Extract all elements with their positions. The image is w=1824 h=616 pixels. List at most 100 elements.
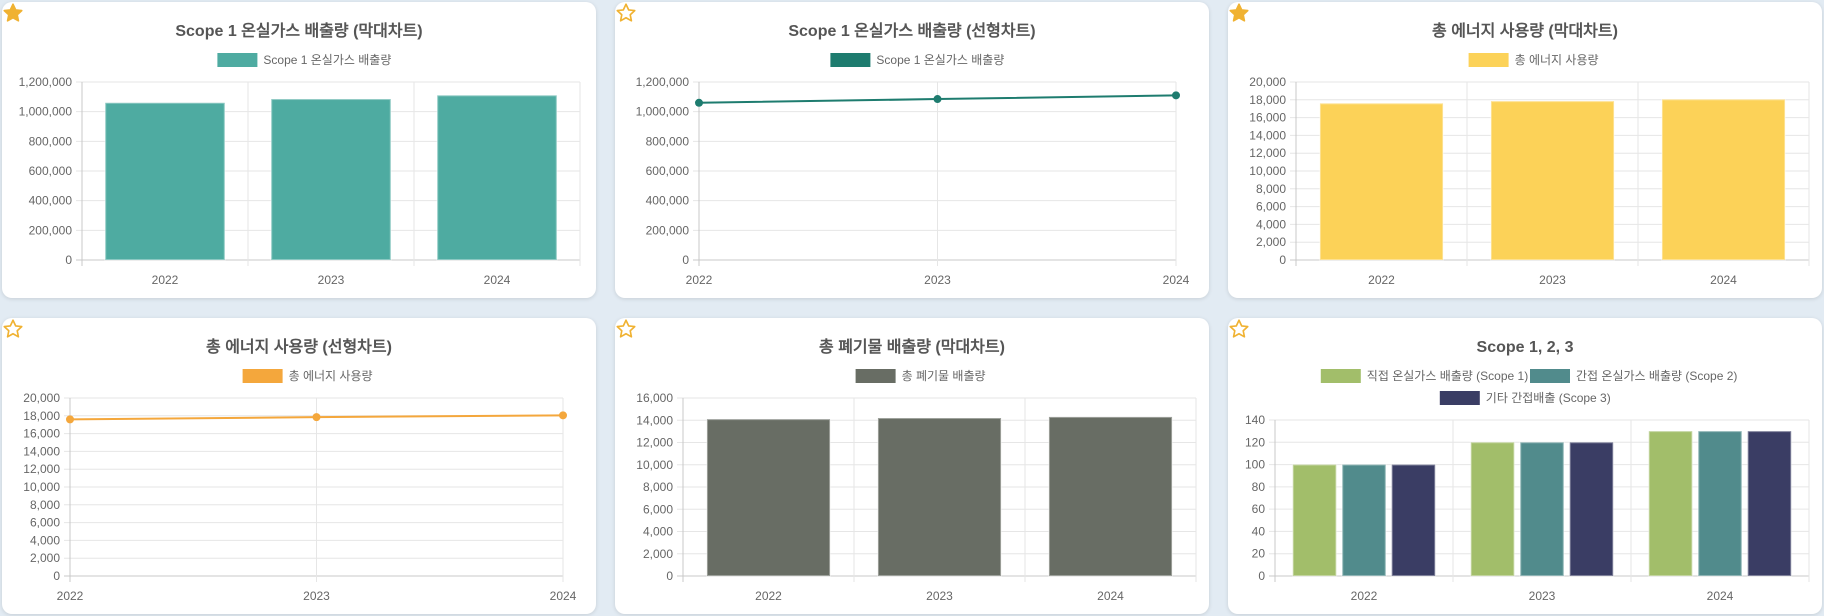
legend-label: 기타 간접배출 (Scope 3) [1486, 391, 1611, 405]
y-tick-label: 800,000 [646, 134, 690, 148]
legend-swatch [242, 369, 283, 383]
data-point [66, 415, 74, 424]
chart-title: Scope 1 온실가스 배출량 (선형차트) [788, 21, 1035, 40]
data-point [1172, 91, 1180, 100]
y-tick-label: 1,200,000 [636, 75, 690, 89]
y-tick-label: 6,000 [30, 516, 60, 530]
bar [1746, 430, 1793, 578]
y-tick-label: 40 [1252, 524, 1266, 538]
y-tick-label: 14,000 [1249, 128, 1286, 142]
y-tick-label: 600,000 [646, 164, 690, 178]
x-tick-label: 2024 [1097, 589, 1124, 603]
y-tick-label: 600,000 [29, 164, 73, 178]
x-tick-label: 2023 [318, 273, 345, 287]
bar [270, 98, 392, 261]
y-tick-label: 800,000 [29, 134, 73, 148]
x-tick-label: 2023 [1539, 273, 1566, 287]
x-tick-label: 2022 [1368, 273, 1395, 287]
y-tick-label: 6,000 [1256, 200, 1286, 214]
legend-label: 총 에너지 사용량 [289, 369, 373, 383]
bar [1390, 463, 1437, 577]
bar [436, 94, 558, 261]
legend-swatch [217, 53, 258, 67]
y-tick-label: 16,000 [23, 427, 60, 441]
x-tick-label: 2023 [1529, 589, 1556, 603]
y-tick-label: 0 [53, 569, 60, 583]
y-tick-label: 0 [1258, 569, 1265, 583]
bar [1519, 441, 1565, 577]
y-tick-label: 140 [1245, 413, 1265, 427]
y-tick-label: 12,000 [1249, 146, 1286, 160]
bar [1660, 98, 1787, 262]
y-tick-label: 10,000 [23, 480, 60, 494]
x-tick-label: 2022 [152, 273, 179, 287]
y-tick-label: 20 [1252, 547, 1266, 561]
y-tick-label: 6,000 [643, 502, 673, 516]
data-point [933, 95, 942, 104]
chart-card-scope123-bar: Scope 1, 2, 3 직접 온실가스 배출량 (Scope 1) 간접 온실가… [1228, 318, 1822, 614]
legend-label: 총 에너지 사용량 [1515, 53, 1599, 67]
chart-energy-bar: 총 에너지 사용량 (막대차트) 총 에너지 사용량 0 2,000 4,000 6,00… [1249, 21, 1810, 287]
legend-swatch [1530, 369, 1570, 383]
y-tick-label: 8,000 [30, 498, 60, 512]
y-tick-label: 12,000 [636, 436, 673, 450]
y-tick-label: 18,000 [1249, 93, 1286, 107]
data-point [695, 98, 703, 107]
y-tick-label: 120 [1245, 435, 1265, 449]
chart-card-energy-line: 총 에너지 사용량 (선형차트) 총 에너지 사용량 0 2,000 4,000 6,00… [2, 318, 596, 614]
legend-swatch [1320, 369, 1361, 383]
y-tick-label: 12,000 [23, 462, 60, 476]
bar [1318, 102, 1445, 261]
favorite-star-icon[interactable] [1228, 318, 1250, 340]
bar [705, 418, 832, 577]
y-tick-label: 10,000 [636, 458, 673, 472]
legend-label: Scope 1 온실가스 배출량 [263, 53, 391, 67]
legend-swatch [1439, 391, 1480, 405]
y-tick-label: 100 [1245, 458, 1265, 472]
y-tick-label: 4,000 [643, 525, 673, 539]
data-point [559, 411, 567, 420]
y-tick-label: 0 [65, 253, 72, 267]
favorite-star-icon[interactable] [615, 318, 637, 340]
data-point [312, 413, 321, 422]
y-tick-label: 1,200,000 [19, 75, 73, 89]
chart-title: 총 폐기물 배출량 (막대차트) [819, 337, 1005, 356]
x-tick-label: 2023 [924, 273, 951, 287]
bar [1489, 100, 1616, 262]
chart-scope123-bar: Scope 1, 2, 3 직접 온실가스 배출량 (Scope 1) 간접 온실가… [1245, 339, 1810, 603]
chart-energy-line: 총 에너지 사용량 (선형차트) 총 에너지 사용량 0 2,000 4,000 6,00… [23, 337, 576, 603]
y-tick-label: 2,000 [30, 551, 60, 565]
y-tick-label: 18,000 [23, 409, 60, 423]
chart-card-scope1-bar: Scope 1 온실가스 배출량 (막대차트) Scope 1 온실가스 배출량 0… [2, 2, 596, 298]
x-tick-label: 2022 [57, 589, 84, 603]
favorite-star-icon[interactable] [2, 2, 24, 24]
y-tick-label: 8,000 [1256, 182, 1286, 196]
y-tick-label: 0 [682, 253, 689, 267]
x-tick-label: 2024 [1163, 273, 1190, 287]
legend-label: 총 폐기물 배출량 [902, 369, 986, 383]
chart-card-scope1-line: Scope 1 온실가스 배출량 (선형차트) Scope 1 온실가스 배출량 0… [615, 2, 1209, 298]
favorite-star-icon[interactable] [2, 318, 24, 340]
chart-title: Scope 1, 2, 3 [1477, 339, 1574, 356]
favorite-star-icon[interactable] [615, 2, 637, 24]
x-tick-label: 2022 [755, 589, 782, 603]
favorite-star-icon[interactable] [1228, 2, 1250, 24]
legend-swatch [855, 369, 896, 383]
chart-title: 총 에너지 사용량 (선형차트) [206, 337, 392, 356]
chart-title: 총 에너지 사용량 (막대차트) [1432, 21, 1618, 40]
bar [1697, 430, 1743, 578]
y-tick-label: 2,000 [643, 547, 673, 561]
y-tick-label: 14,000 [636, 413, 673, 427]
chart-scope1-bar: Scope 1 온실가스 배출량 (막대차트) Scope 1 온실가스 배출량 0… [19, 21, 581, 287]
legend-label: 간접 온실가스 배출량 (Scope 2) [1576, 369, 1737, 383]
bar [1647, 430, 1694, 578]
y-tick-label: 1,000,000 [636, 105, 690, 119]
y-tick-label: 4,000 [1256, 217, 1286, 231]
y-tick-label: 8,000 [643, 480, 673, 494]
bar [1568, 441, 1615, 577]
bar [1291, 463, 1338, 577]
x-tick-label: 2024 [484, 273, 511, 287]
chart-scope1-line: Scope 1 온실가스 배출량 (선형차트) Scope 1 온실가스 배출량 0… [636, 21, 1190, 287]
bar [1047, 415, 1174, 577]
chart-card-energy-bar: 총 에너지 사용량 (막대차트) 총 에너지 사용량 0 2,000 4,000 6,00… [1228, 2, 1822, 298]
